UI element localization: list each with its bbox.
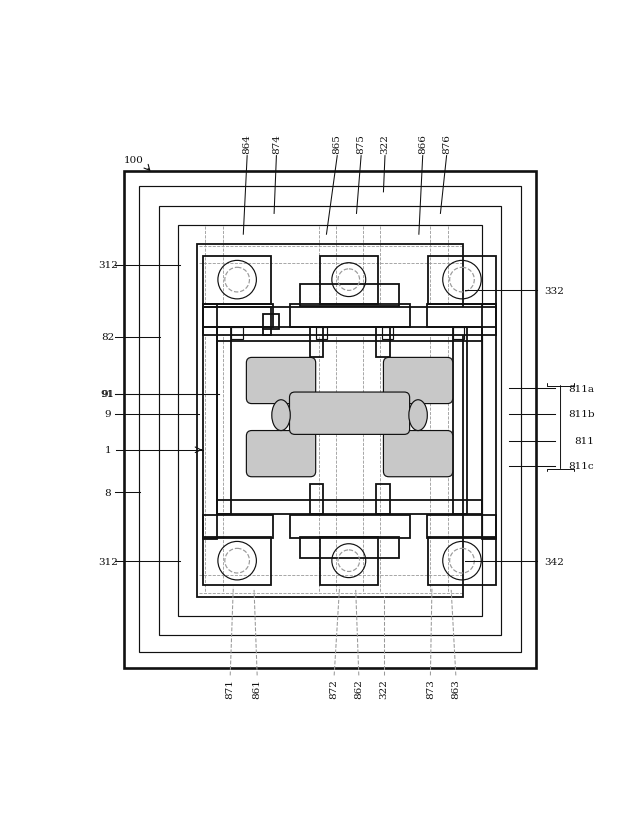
Text: 811b: 811b <box>568 410 595 419</box>
Bar <box>289 516 410 538</box>
Bar <box>140 187 520 653</box>
Bar <box>452 328 464 339</box>
Text: 811c: 811c <box>568 462 594 471</box>
Bar <box>204 307 496 336</box>
Bar <box>382 328 394 339</box>
FancyBboxPatch shape <box>383 358 452 404</box>
Bar <box>197 245 463 597</box>
Bar <box>320 257 378 305</box>
Bar <box>300 285 399 307</box>
Text: 312: 312 <box>98 558 118 566</box>
Text: 100: 100 <box>124 155 144 165</box>
Text: 91: 91 <box>101 390 115 399</box>
Text: 91: 91 <box>100 390 114 399</box>
Bar <box>204 305 273 328</box>
Bar <box>204 538 271 585</box>
Bar <box>217 328 482 342</box>
Text: 811: 811 <box>575 436 595 446</box>
Bar <box>204 305 217 539</box>
Text: 874: 874 <box>272 134 281 153</box>
Bar <box>376 328 390 357</box>
Text: 9: 9 <box>104 410 111 419</box>
Text: 861: 861 <box>253 679 262 699</box>
Text: 332: 332 <box>545 287 564 296</box>
Bar <box>428 538 496 585</box>
Text: 875: 875 <box>356 134 365 153</box>
Bar <box>452 328 467 514</box>
Ellipse shape <box>272 400 291 431</box>
Bar <box>320 538 378 585</box>
Bar <box>427 305 496 328</box>
Text: 322: 322 <box>380 679 388 699</box>
FancyBboxPatch shape <box>289 393 410 435</box>
Text: 82: 82 <box>101 333 115 342</box>
Bar <box>310 328 323 357</box>
Bar <box>204 516 273 538</box>
Text: 811a: 811a <box>568 385 595 393</box>
Text: 872: 872 <box>330 679 339 699</box>
FancyBboxPatch shape <box>246 431 316 477</box>
Text: 1: 1 <box>105 446 112 455</box>
Bar <box>316 328 327 339</box>
Bar <box>427 516 496 538</box>
Text: 876: 876 <box>442 134 451 153</box>
Ellipse shape <box>409 400 428 431</box>
Bar <box>376 485 390 514</box>
FancyBboxPatch shape <box>246 358 316 404</box>
Bar <box>300 538 399 558</box>
Bar <box>159 206 501 635</box>
Bar <box>263 314 279 329</box>
Bar <box>482 305 496 539</box>
FancyBboxPatch shape <box>383 431 452 477</box>
Text: 312: 312 <box>98 261 118 270</box>
Bar <box>204 257 271 305</box>
Text: 864: 864 <box>243 134 252 153</box>
Bar <box>217 328 231 514</box>
Text: 871: 871 <box>226 679 235 699</box>
Text: 865: 865 <box>333 134 342 153</box>
Bar <box>217 500 482 514</box>
Bar <box>310 485 323 514</box>
Bar <box>231 328 243 339</box>
Bar <box>178 226 482 616</box>
Bar <box>124 172 536 668</box>
Bar <box>289 305 410 328</box>
Text: 322: 322 <box>380 134 390 153</box>
Text: 863: 863 <box>451 679 460 699</box>
Text: 873: 873 <box>426 679 435 699</box>
Text: 862: 862 <box>355 679 364 699</box>
Text: 866: 866 <box>418 134 428 153</box>
Text: 342: 342 <box>545 558 564 566</box>
Bar <box>428 257 496 305</box>
Text: 8: 8 <box>104 488 111 497</box>
